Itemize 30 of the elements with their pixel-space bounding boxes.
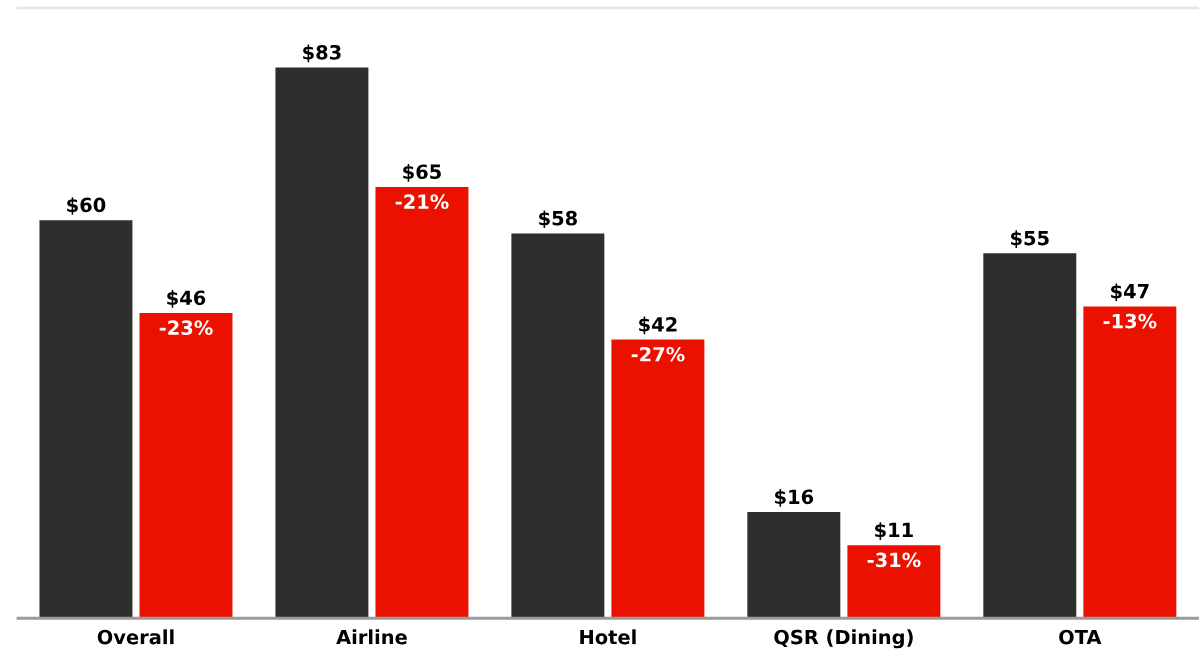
bar [511, 233, 605, 619]
annotation: -23% [159, 320, 213, 336]
bar [275, 67, 369, 619]
annotation: -13% [1103, 313, 1157, 329]
annotation: -27% [631, 346, 685, 362]
bar [983, 253, 1077, 619]
x-tick-label: Overall [97, 629, 174, 645]
bar [139, 313, 233, 619]
data-label: $16 [775, 489, 814, 507]
bar [611, 339, 705, 619]
data-label: $46 [167, 290, 206, 308]
data-label: $83 [303, 44, 341, 63]
x-tick-label: Airline [336, 629, 407, 645]
data-label: $65 [403, 164, 441, 182]
bar [1083, 306, 1177, 619]
bar [39, 220, 133, 619]
bar [375, 187, 469, 619]
data-label: $58 [539, 210, 577, 229]
bar [747, 512, 841, 619]
annotation: -21% [395, 194, 449, 209]
x-tick-label: OTA [1059, 629, 1102, 645]
data-label: $55 [1011, 230, 1049, 248]
bar [847, 545, 941, 619]
x-tick-label: QSR (Dining) [774, 629, 913, 649]
x-tick-label: Hotel [580, 629, 636, 645]
data-label: $60 [67, 197, 106, 215]
annotation: -31% [867, 552, 921, 568]
data-label: $11 [875, 522, 913, 540]
data-label: $42 [639, 316, 677, 335]
data-label: $47 [1111, 283, 1149, 302]
